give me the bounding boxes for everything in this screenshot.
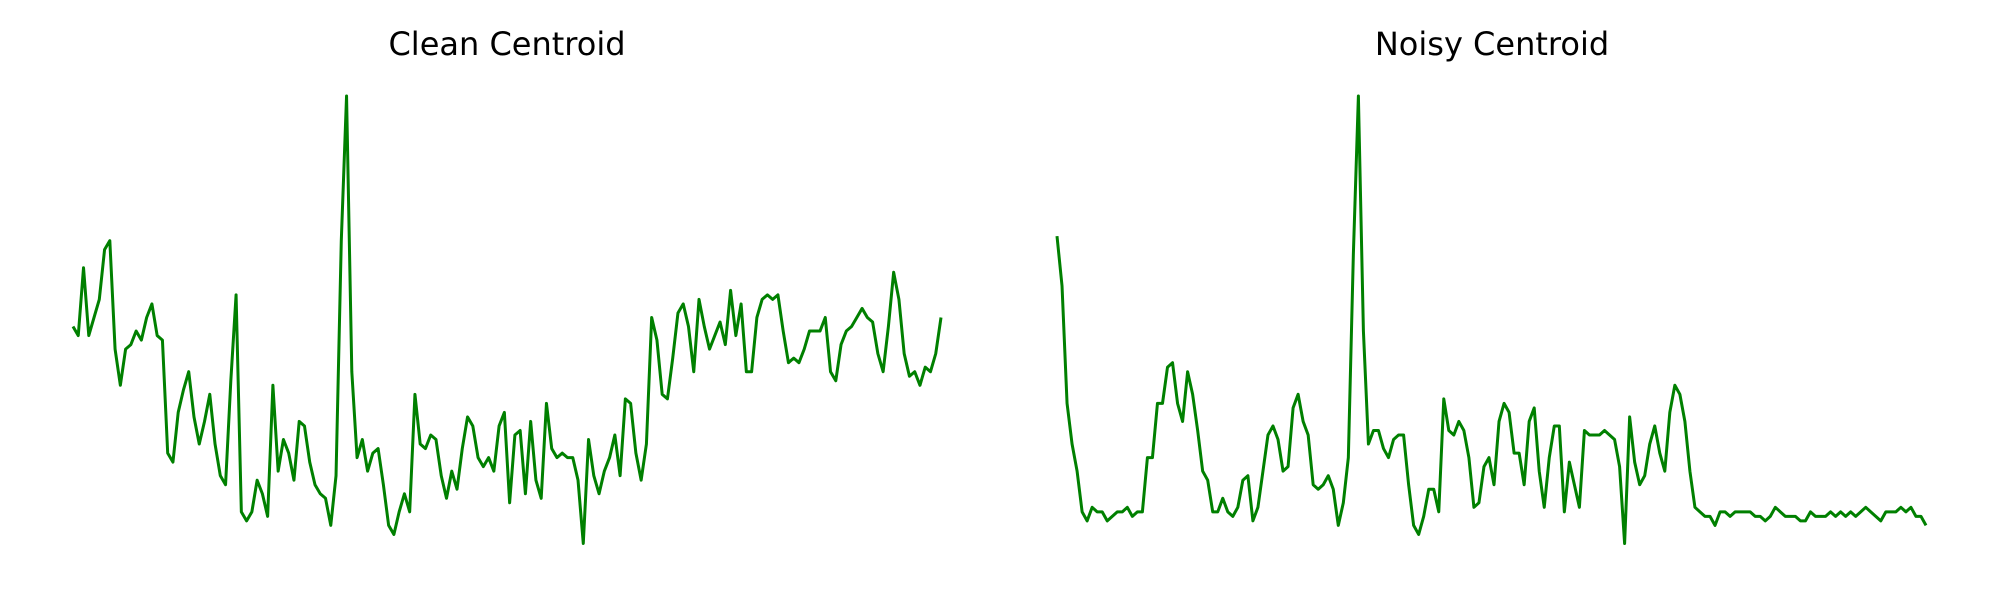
data-line <box>1055 94 1928 545</box>
data-line <box>71 94 943 545</box>
chart-title: Noisy Centroid <box>1375 25 1609 63</box>
chart-title: Clean Centroid <box>388 25 625 63</box>
